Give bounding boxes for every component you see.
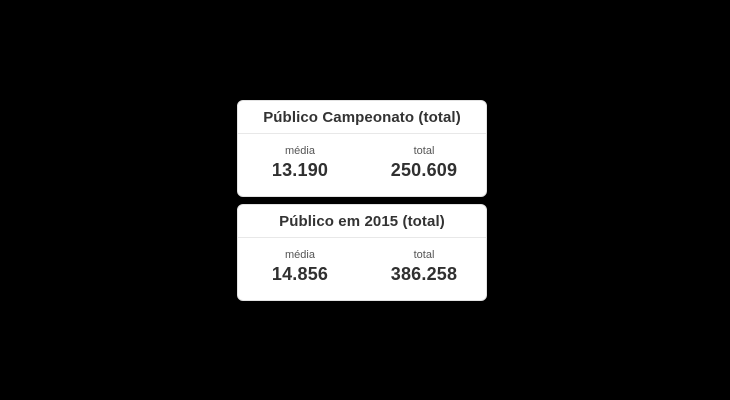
stat-2015-media-value: 14.856 xyxy=(271,264,329,284)
stat-campeonato-total: total 250.609 xyxy=(362,145,486,181)
stat-campeonato-total-label: total xyxy=(413,145,435,157)
panel-publico-2015: Público em 2015 (total) média 14.856 tot… xyxy=(237,204,487,301)
panel-publico-campeonato-body: média 13.190 total 250.609 xyxy=(238,134,486,196)
stat-2015-total: total 386.258 xyxy=(362,249,486,285)
stat-campeonato-total-value: 250.609 xyxy=(390,160,458,180)
stat-campeonato-media-value: 13.190 xyxy=(271,160,329,180)
panel-publico-2015-body: média 14.856 total 386.258 xyxy=(238,238,486,300)
panel-publico-campeonato: Público Campeonato (total) média 13.190 … xyxy=(237,100,487,197)
panel-publico-campeonato-title: Público Campeonato (total) xyxy=(238,101,486,134)
stat-campeonato-media: média 13.190 xyxy=(238,145,362,181)
stat-2015-media: média 14.856 xyxy=(238,249,362,285)
stat-2015-media-label: média xyxy=(285,249,315,261)
stats-panel-stack: Público Campeonato (total) média 13.190 … xyxy=(237,100,487,301)
stat-2015-total-label: total xyxy=(413,249,435,261)
stat-2015-total-value: 386.258 xyxy=(390,264,458,284)
stat-campeonato-media-label: média xyxy=(285,145,315,157)
panel-publico-2015-title: Público em 2015 (total) xyxy=(238,205,486,238)
